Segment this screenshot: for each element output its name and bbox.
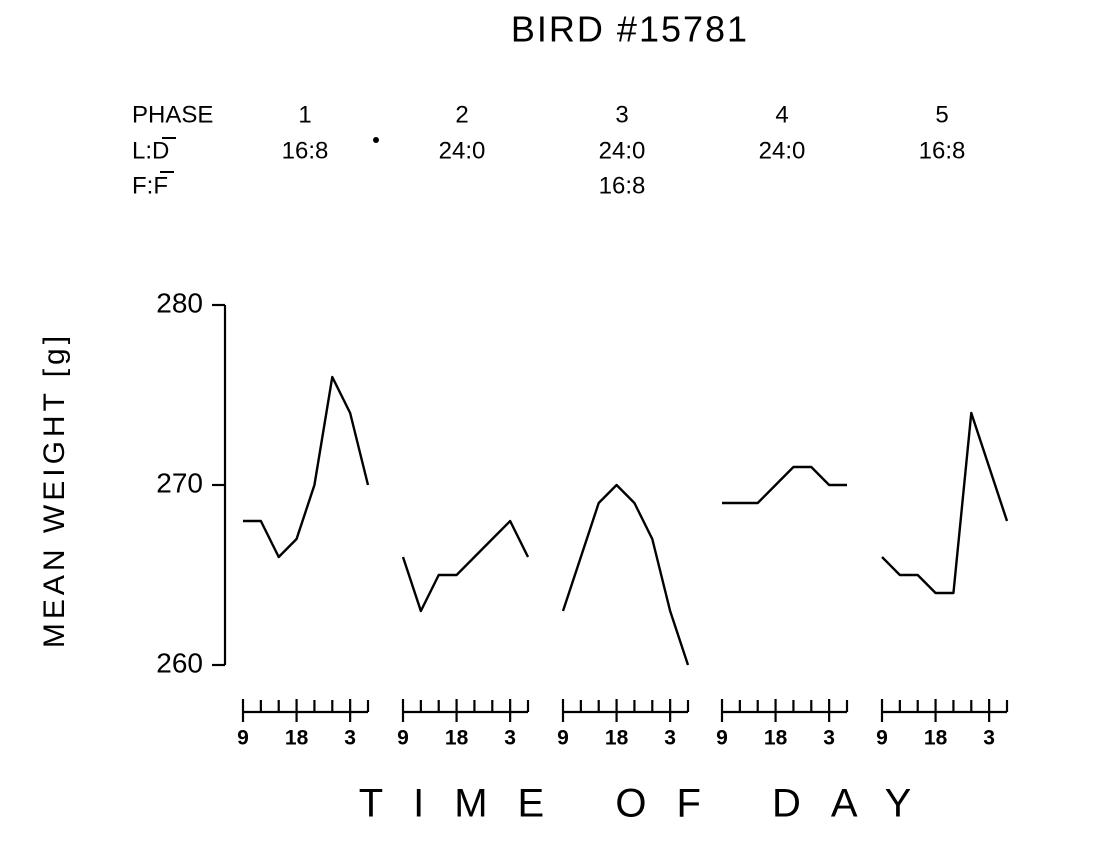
light-dark: 24:0 — [599, 137, 646, 164]
x-tick-label: 9 — [237, 727, 249, 750]
data-line — [243, 375, 370, 559]
x-tick-label: 3 — [344, 727, 356, 750]
phase-number: 1 — [298, 101, 311, 128]
light-dark: 16:8 — [919, 137, 966, 164]
marker-dot — [373, 137, 379, 143]
data-line — [401, 519, 530, 613]
phase-row-label: F:F — [132, 172, 168, 199]
x-tick-label: 18 — [924, 727, 948, 750]
feeding: 16:8 — [599, 172, 646, 199]
phase-row-label: L:D — [132, 137, 169, 164]
phase-row-label: PHASE — [132, 101, 213, 128]
x-axis-label: TIME OF DAY — [359, 782, 942, 826]
x-tick-label: 18 — [445, 727, 469, 750]
y-axis-label: MEAN WEIGHT [g] — [38, 332, 71, 648]
x-tick-label: 9 — [876, 727, 888, 750]
x-tick-label: 3 — [664, 727, 676, 750]
light-dark: 16:8 — [282, 137, 329, 164]
x-tick-label: 9 — [557, 727, 569, 750]
phase-number: 5 — [935, 101, 948, 128]
phase-number: 2 — [455, 101, 468, 128]
chart-title: BIRD #15781 — [511, 9, 749, 50]
x-tick-label: 18 — [285, 727, 309, 750]
y-tick-label: 270 — [156, 467, 203, 498]
x-tick-label: 18 — [764, 727, 788, 750]
x-tick-label: 3 — [504, 727, 516, 750]
phase-number: 3 — [615, 101, 628, 128]
x-tick-label: 9 — [716, 727, 728, 750]
y-tick-label: 260 — [156, 647, 203, 678]
x-tick-label: 3 — [983, 727, 995, 750]
light-dark: 24:0 — [759, 137, 806, 164]
y-tick-label: 280 — [156, 287, 203, 318]
data-line — [881, 411, 1009, 595]
data-line — [722, 465, 847, 505]
x-tick-label: 3 — [823, 727, 835, 750]
light-dark: 24:0 — [439, 137, 486, 164]
phase-number: 4 — [775, 101, 788, 128]
x-tick-label: 9 — [397, 727, 409, 750]
x-tick-label: 18 — [605, 727, 629, 750]
data-line — [561, 483, 690, 666]
